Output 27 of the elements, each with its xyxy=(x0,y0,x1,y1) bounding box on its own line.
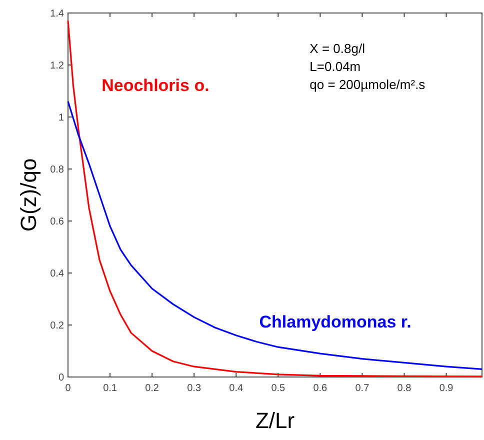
annotation: X = 0.8g/l xyxy=(310,41,366,56)
x-tick-label: 0.8 xyxy=(397,383,412,394)
y-tick-label: 1.4 xyxy=(50,8,64,20)
y-tick-label: 0.8 xyxy=(50,164,64,176)
x-axis-title: Z/Lr xyxy=(255,408,295,433)
x-tick-label: 0.7 xyxy=(355,383,370,394)
y-tick-label: 0 xyxy=(58,372,64,384)
y-tick-label: 1 xyxy=(58,112,64,124)
x-tick-label: 0.5 xyxy=(271,383,286,394)
annotation: qo = 200µmole/m².s xyxy=(310,77,426,92)
x-tick-label: 0.2 xyxy=(145,383,160,394)
annotation: L=0.04m xyxy=(310,59,361,74)
x-tick-label: 0.9 xyxy=(439,383,454,394)
x-tick-label: 0 xyxy=(65,383,72,394)
y-tick-label: 0.6 xyxy=(50,216,64,228)
x-tick-label: 0.3 xyxy=(187,383,202,394)
y-axis-title: G(z)/qo xyxy=(16,158,41,232)
x-tick-label: 0.4 xyxy=(229,383,244,394)
y-tick-label: 1.2 xyxy=(50,60,64,72)
line-series xyxy=(67,20,483,378)
line-series xyxy=(67,100,483,370)
series-label: Chlamydomonas r. xyxy=(259,312,412,332)
x-tick-label: 0.6 xyxy=(313,383,328,394)
x-tick-label: 0.1 xyxy=(103,383,118,394)
y-tick-label: 0.2 xyxy=(50,320,64,332)
y-tick-label: 0.4 xyxy=(50,268,64,280)
series-label: Neochloris o. xyxy=(102,76,210,95)
